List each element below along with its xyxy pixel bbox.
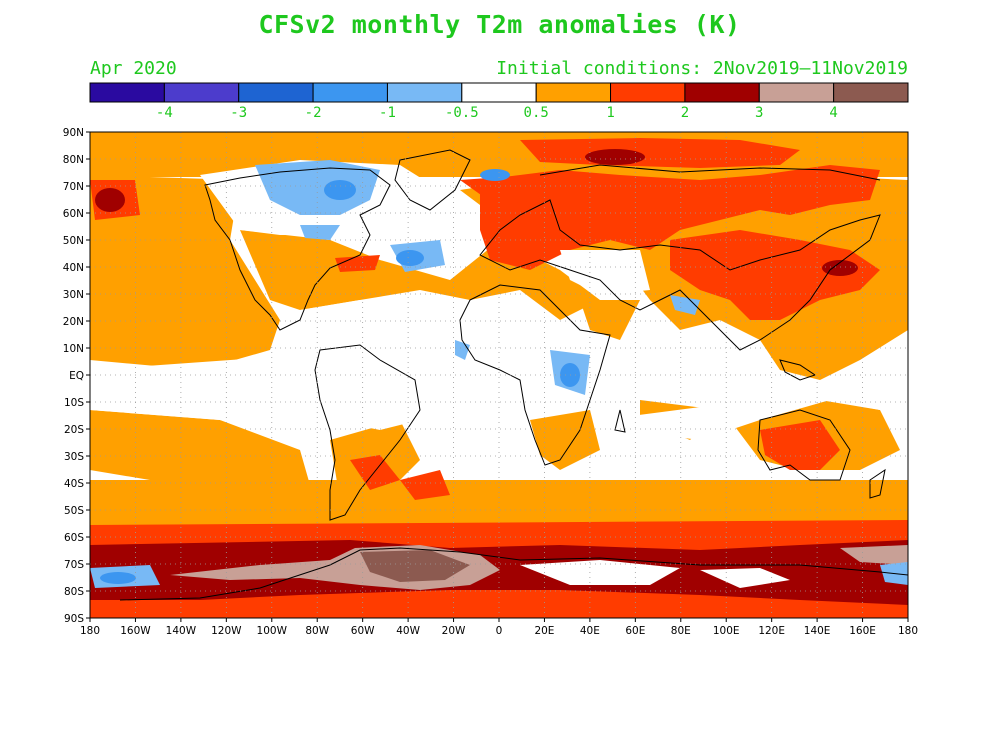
latitude-label: 10N — [63, 343, 84, 355]
longitude-label: 80W — [305, 625, 329, 637]
longitude-label: 140E — [804, 625, 831, 637]
colorbar-swatch — [758, 82, 835, 103]
longitude-label: 40W — [396, 625, 420, 637]
colorbar-swatch — [610, 82, 686, 103]
cool-anomaly-mid — [100, 169, 580, 584]
colorbar: -4 -3 -2 -1 -0.5 0.5 1 2 3 4 — [89, 82, 909, 121]
coastlines — [119, 149, 908, 601]
longitude-label: 100E — [713, 625, 740, 637]
latitude-label: 30S — [64, 451, 84, 463]
colorbar-swatch — [386, 82, 463, 103]
longitude-label: 120W — [211, 625, 242, 637]
latitude-label: 10S — [64, 397, 84, 409]
warm-anomaly-brown — [360, 550, 470, 582]
longitude-label: 100W — [257, 625, 288, 637]
latitude-label: 70S — [64, 559, 84, 571]
colorbar-label: 2 — [681, 105, 689, 121]
longitude-label: 120E — [758, 625, 785, 637]
colorbar-swatch — [312, 82, 388, 103]
latitude-label: 40N — [63, 262, 84, 274]
colorbar-label: 4 — [829, 105, 837, 121]
longitude-label: 140W — [166, 625, 197, 637]
longitude-label: 60W — [351, 625, 375, 637]
colorbar-label: -4 — [156, 105, 173, 121]
longitude-label: 160E — [849, 625, 876, 637]
latitude-label: 20N — [63, 316, 84, 328]
anomaly-field — [90, 132, 908, 618]
latitude-label: 60S — [64, 532, 84, 544]
colorbar-swatch — [833, 82, 909, 103]
colorbar-label: 3 — [755, 105, 763, 121]
colorbar-swatch — [535, 82, 612, 103]
colorbar-label: 1 — [606, 105, 614, 121]
latitude-label: 90S — [64, 613, 84, 625]
colorbar-swatch — [89, 82, 165, 103]
colorbar-swatch — [163, 82, 240, 103]
longitude-label: 40E — [580, 625, 600, 637]
longitude-label: 20W — [442, 625, 466, 637]
graticule — [90, 132, 908, 618]
latitude-label: 50N — [63, 235, 84, 247]
latitude-label: 80S — [64, 586, 84, 598]
longitude-label: 20E — [534, 625, 554, 637]
colorbar-label: -1 — [379, 105, 396, 121]
longitude-label: 60E — [625, 625, 645, 637]
latitude-label: 70N — [63, 181, 84, 193]
latitude-label: 80N — [63, 154, 84, 166]
colorbar-swatch — [684, 82, 760, 103]
colorbar-label: 0.5 — [524, 105, 549, 121]
latitude-label: 40S — [64, 478, 84, 490]
latitude-label: 20S — [64, 424, 84, 436]
longitude-label: 80E — [671, 625, 691, 637]
colorbar-label: -0.5 — [445, 105, 479, 121]
longitude-label: 180 — [898, 625, 918, 637]
latitude-label: 50S — [64, 505, 84, 517]
longitude-label: 0 — [496, 625, 503, 637]
warm-anomaly-pink-east — [840, 545, 908, 565]
latitude-labels: 90N 80N 70N 60N 50N 40N 30N 20N 10N EQ 10S 20S 30S 40… — [63, 127, 90, 625]
longitude-labels: 180 160W 140W 120W 100W 80W 60W 40W 20W 0 20E 40E 60… — [80, 618, 918, 637]
latitude-label: 90N — [63, 127, 84, 139]
colorbar-swatch — [461, 82, 537, 103]
initial-conditions-label: Initial conditions: 2Nov2019–11Nov2019 — [496, 58, 908, 79]
colorbar-swatch — [238, 82, 314, 103]
latitude-label: 30N — [63, 289, 84, 301]
latitude-label: EQ — [69, 370, 84, 382]
longitude-label: 160W — [120, 625, 151, 637]
latitude-label: 60N — [63, 208, 84, 220]
colorbar-label: -2 — [305, 105, 322, 121]
valid-month-label: Apr 2020 — [90, 58, 177, 79]
longitude-label: 180 — [80, 625, 100, 637]
colorbar-label: -3 — [230, 105, 247, 121]
chart-title: CFSv2 monthly T2m anomalies (K) — [258, 10, 741, 39]
